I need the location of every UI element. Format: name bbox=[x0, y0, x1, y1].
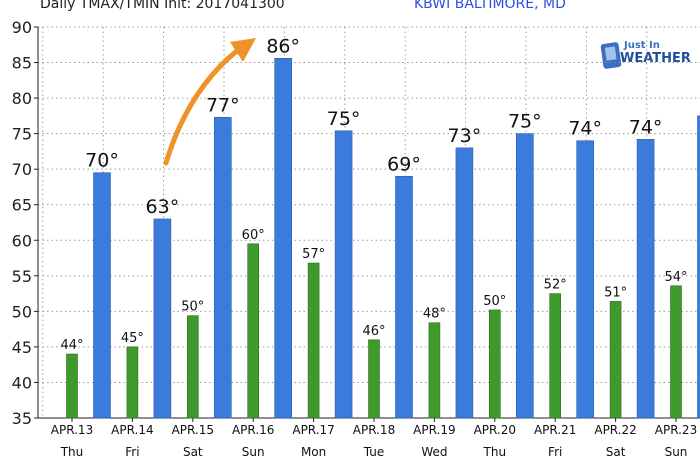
trend-arrow-head bbox=[230, 38, 256, 62]
y-tick-label: 50 bbox=[12, 302, 32, 321]
tmax-label: 86° bbox=[266, 35, 300, 57]
tmin-bar bbox=[488, 309, 501, 419]
x-date-label: APR.22 bbox=[594, 423, 636, 437]
y-tick-label: 80 bbox=[12, 89, 32, 108]
tmin-label: 44° bbox=[60, 338, 83, 353]
x-day-label: Thu bbox=[483, 445, 507, 459]
x-date-label: APR.15 bbox=[172, 423, 214, 437]
tmin-label: 50° bbox=[483, 294, 506, 309]
tmin-label: 48° bbox=[423, 307, 446, 322]
tmax-bar bbox=[576, 140, 595, 419]
tmax-bar bbox=[153, 218, 172, 419]
y-tick-label: 90 bbox=[12, 18, 32, 37]
x-date-label: APR.23 bbox=[655, 423, 697, 437]
station-label: KBWI BALTIMORE, MD bbox=[414, 0, 566, 12]
tmax-label: 63° bbox=[146, 196, 180, 218]
tmax-label: 70° bbox=[85, 150, 119, 172]
chart-header-title: Daily TMAX/TMIN Init: 2017041300 bbox=[40, 0, 285, 12]
x-day-label: Fri bbox=[548, 445, 562, 459]
tmax-bar bbox=[214, 116, 232, 419]
tmin-bar bbox=[428, 322, 441, 419]
x-day-label: Tue bbox=[363, 445, 385, 459]
x-date-label: APR.18 bbox=[353, 423, 395, 437]
x-day-label: Sun bbox=[665, 445, 688, 459]
y-tick-label: 55 bbox=[12, 267, 32, 286]
tmax-bar bbox=[636, 139, 655, 419]
tmax-label: 77° bbox=[206, 94, 240, 116]
y-tick-label: 85 bbox=[12, 54, 32, 73]
tmax-bar bbox=[515, 133, 534, 419]
tmax-label: 75° bbox=[508, 111, 542, 133]
logo-text-line1: Just In bbox=[624, 40, 660, 51]
x-date-label: APR.13 bbox=[51, 423, 93, 437]
x-date-label: APR.21 bbox=[534, 423, 576, 437]
tmin-label: 46° bbox=[362, 324, 385, 339]
tmax-label: 74° bbox=[568, 118, 602, 140]
x-date-label: APR.20 bbox=[474, 423, 516, 437]
tmax-label: 74° bbox=[629, 116, 663, 138]
tmin-label: 60° bbox=[242, 228, 265, 243]
y-tick-label: 45 bbox=[12, 338, 32, 357]
tmin-bar bbox=[549, 293, 562, 419]
x-date-label: APR.14 bbox=[111, 423, 153, 437]
tmin-bar bbox=[187, 315, 199, 419]
x-day-label: Mon bbox=[301, 445, 326, 459]
tmin-bar bbox=[66, 353, 78, 419]
tmin-bar bbox=[368, 339, 380, 419]
y-tick-label: 60 bbox=[12, 231, 32, 250]
x-date-label: APR.19 bbox=[413, 423, 455, 437]
tmin-bar bbox=[609, 301, 622, 419]
x-day-label: Thu bbox=[60, 445, 84, 459]
x-day-label: Sat bbox=[606, 445, 626, 459]
tmax-label: 69° bbox=[387, 153, 421, 175]
tmin-bar bbox=[126, 346, 139, 419]
y-tick-label: 40 bbox=[12, 373, 32, 392]
tmax-bar bbox=[274, 57, 293, 419]
tmax-bar bbox=[93, 172, 111, 419]
tmin-label: 45° bbox=[121, 331, 144, 346]
x-day-label: Fri bbox=[125, 445, 139, 459]
tmax-bar bbox=[334, 130, 353, 419]
x-date-label: APR.16 bbox=[232, 423, 274, 437]
tmin-label: 57° bbox=[302, 247, 325, 262]
y-tick-label: 70 bbox=[12, 160, 32, 179]
tmin-label: 52° bbox=[544, 278, 567, 293]
x-day-label: Sat bbox=[183, 445, 203, 459]
tmin-bar bbox=[247, 243, 259, 419]
tmax-label: 75° bbox=[327, 108, 361, 130]
y-tick-label: 75 bbox=[12, 125, 32, 144]
y-tick-label: 65 bbox=[12, 196, 32, 215]
tmin-bar bbox=[670, 285, 682, 419]
trend-arrow-shaft bbox=[163, 47, 241, 166]
tmax-bar bbox=[455, 147, 474, 419]
tmin-label: 50° bbox=[181, 300, 204, 315]
tmax-bar bbox=[697, 115, 700, 419]
tmax-bar bbox=[395, 175, 413, 419]
tmax-label: 73° bbox=[448, 125, 482, 147]
tmin-bar bbox=[307, 262, 320, 419]
tmin-label: 51° bbox=[604, 285, 627, 300]
tmin-label: 54° bbox=[664, 270, 687, 285]
x-day-label: Wed bbox=[421, 445, 447, 459]
x-day-label: Sun bbox=[242, 445, 265, 459]
x-date-label: APR.17 bbox=[292, 423, 334, 437]
y-tick-label: 35 bbox=[12, 409, 32, 428]
